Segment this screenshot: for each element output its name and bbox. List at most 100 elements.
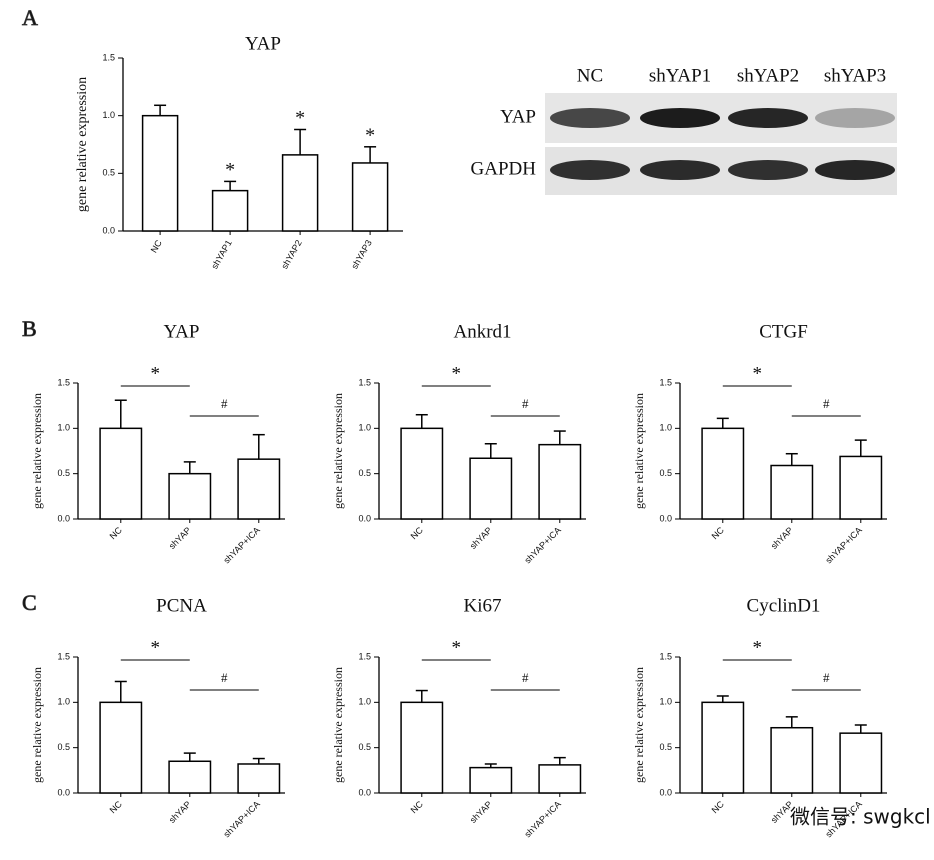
chart-title: CTGF (759, 321, 808, 342)
significance-mark: * (225, 159, 235, 181)
significance-mark: * (295, 107, 305, 129)
y-tick-label: 0.0 (358, 787, 371, 797)
lane-label: shYAP3 (824, 65, 886, 86)
bar (839, 455, 883, 520)
y-tick-label: 0.0 (358, 513, 371, 523)
panel-label: C (22, 590, 37, 615)
bracket-label: # (522, 396, 529, 411)
bracket-label: # (823, 670, 830, 685)
x-tick-label: NC (149, 238, 164, 255)
chart-title: Ki67 (464, 595, 502, 616)
y-tick-label: 0.5 (102, 168, 115, 178)
bar (237, 763, 281, 794)
bar (400, 427, 444, 520)
y-tick-label: 0.0 (102, 225, 115, 235)
x-tick-label: NC (108, 525, 125, 542)
bracket-label: * (753, 637, 763, 658)
x-tick-label: NC (409, 525, 426, 542)
y-tick-label: 1.0 (659, 423, 672, 433)
y-tick-label: 1.0 (358, 697, 371, 707)
y-axis-label: gene relative expression (632, 393, 646, 509)
chart-title: CyclinD1 (747, 595, 821, 616)
lane-label: shYAP2 (737, 65, 799, 86)
y-tick-label: 1.0 (102, 110, 115, 120)
bar (701, 701, 745, 794)
blot-band (640, 108, 720, 128)
bar (400, 701, 444, 794)
y-tick-label: 1.5 (358, 377, 371, 387)
chart-title: YAP (245, 33, 281, 54)
bar (469, 457, 513, 520)
bracket-label: * (151, 637, 161, 658)
x-tick-label: shYAP (468, 799, 494, 825)
bar (281, 154, 319, 232)
y-tick-label: 0.0 (57, 513, 70, 523)
x-tick-label: shYAP+ICA (221, 799, 261, 839)
bar (538, 764, 582, 794)
bar (770, 726, 814, 794)
y-tick-label: 1.5 (57, 377, 70, 387)
x-tick-label: shYAP (167, 799, 193, 825)
blot-band (640, 160, 720, 180)
x-tick-label: NC (108, 799, 125, 816)
y-tick-label: 0.5 (57, 468, 70, 478)
x-tick-label: NC (409, 799, 426, 816)
y-tick-label: 0.0 (659, 787, 672, 797)
y-tick-label: 0.5 (659, 742, 672, 752)
blot-band (728, 108, 808, 128)
y-tick-label: 0.0 (57, 787, 70, 797)
panel-label: A (22, 5, 38, 30)
bracket-label: # (221, 396, 228, 411)
y-tick-label: 0.0 (659, 513, 672, 523)
y-tick-label: 0.5 (659, 468, 672, 478)
y-tick-label: 1.5 (57, 651, 70, 661)
watermark: 微信号: swgkcl (790, 805, 931, 829)
lane-label: shYAP1 (649, 65, 711, 86)
x-tick-label: shYAP (468, 525, 494, 551)
bar (168, 472, 212, 520)
lane-label: NC (577, 65, 603, 86)
bracket-label: * (151, 363, 161, 384)
blot-band (815, 108, 895, 128)
x-tick-label: shYAP+ICA (221, 525, 261, 565)
x-tick-label: NC (710, 525, 727, 542)
y-axis-label: gene relative expression (331, 667, 345, 783)
chart-title: PCNA (156, 595, 207, 616)
y-tick-label: 1.5 (358, 651, 371, 661)
y-tick-label: 1.0 (358, 423, 371, 433)
bar (770, 464, 814, 520)
x-tick-label: shYAP1 (209, 238, 234, 271)
panel-label: B (22, 316, 37, 341)
y-tick-label: 0.5 (358, 742, 371, 752)
x-tick-label: shYAP+ICA (522, 525, 562, 565)
y-axis-label: gene relative expression (30, 393, 44, 509)
row-label: YAP (500, 106, 536, 127)
row-label: GAPDH (471, 158, 537, 179)
bracket-label: * (452, 363, 462, 384)
x-tick-label: shYAP (769, 525, 795, 551)
y-axis-label: gene relative expression (632, 667, 646, 783)
x-tick-label: shYAP2 (279, 238, 304, 271)
bar (538, 443, 582, 520)
bracket-label: # (221, 670, 228, 685)
y-tick-label: 1.5 (102, 52, 115, 62)
x-tick-label: shYAP3 (349, 238, 374, 271)
y-axis-label: gene relative expression (75, 77, 90, 212)
bar (141, 114, 179, 232)
bar (211, 189, 249, 232)
x-tick-label: shYAP+ICA (522, 799, 562, 839)
bracket-label: * (452, 637, 462, 658)
bar (237, 458, 281, 520)
x-tick-label: NC (710, 799, 727, 816)
blot-band (550, 108, 630, 128)
chart-title: YAP (164, 321, 200, 342)
bar (701, 427, 745, 520)
y-tick-label: 0.5 (57, 742, 70, 752)
x-tick-label: shYAP+ICA (823, 525, 863, 565)
bar (99, 427, 143, 520)
x-tick-label: shYAP (167, 525, 193, 551)
y-tick-label: 0.5 (358, 468, 371, 478)
y-tick-label: 1.0 (57, 697, 70, 707)
bracket-label: # (522, 670, 529, 685)
